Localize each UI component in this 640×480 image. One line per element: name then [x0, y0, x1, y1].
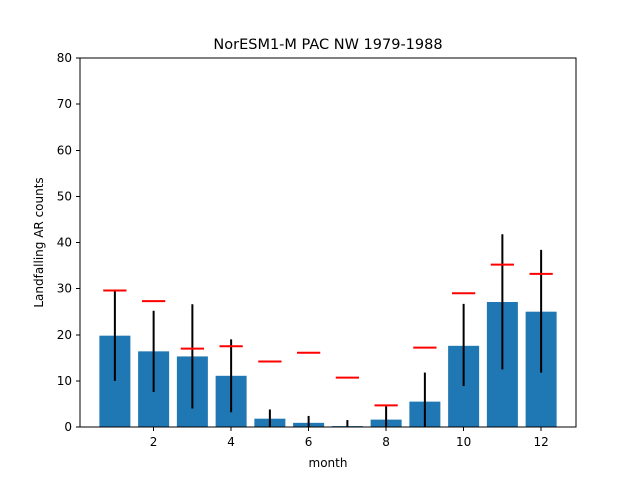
y-tick-label-10: 10 — [57, 374, 72, 388]
x-tick-label-10: 10 — [456, 435, 471, 449]
y-axis-label: Landfalling AR counts — [32, 177, 46, 307]
y-axis-ticks: 0 10 20 30 40 50 60 70 80 — [57, 51, 80, 434]
y-tick-label-0: 0 — [64, 420, 72, 434]
x-tick-label-12: 12 — [533, 435, 548, 449]
y-tick-label-20: 20 — [57, 328, 72, 342]
x-tick-label-4: 4 — [227, 435, 235, 449]
error-bars-layer — [113, 234, 543, 427]
x-axis-ticks: 2 4 6 8 10 12 — [150, 427, 549, 449]
x-tick-label-8: 8 — [382, 435, 390, 449]
y-tick-label-80: 80 — [57, 51, 72, 65]
reference-markers-layer — [103, 263, 553, 407]
y-tick-label-40: 40 — [57, 236, 72, 250]
x-axis-label: month — [309, 456, 348, 470]
chart-title: NorESM1-M PAC NW 1979-1988 — [213, 37, 442, 53]
x-tick-label-2: 2 — [150, 435, 158, 449]
y-tick-label-70: 70 — [57, 97, 72, 111]
x-tick-label-6: 6 — [305, 435, 313, 449]
y-tick-label-60: 60 — [57, 143, 72, 157]
y-tick-label-30: 30 — [57, 282, 72, 296]
y-tick-label-50: 50 — [57, 189, 72, 203]
